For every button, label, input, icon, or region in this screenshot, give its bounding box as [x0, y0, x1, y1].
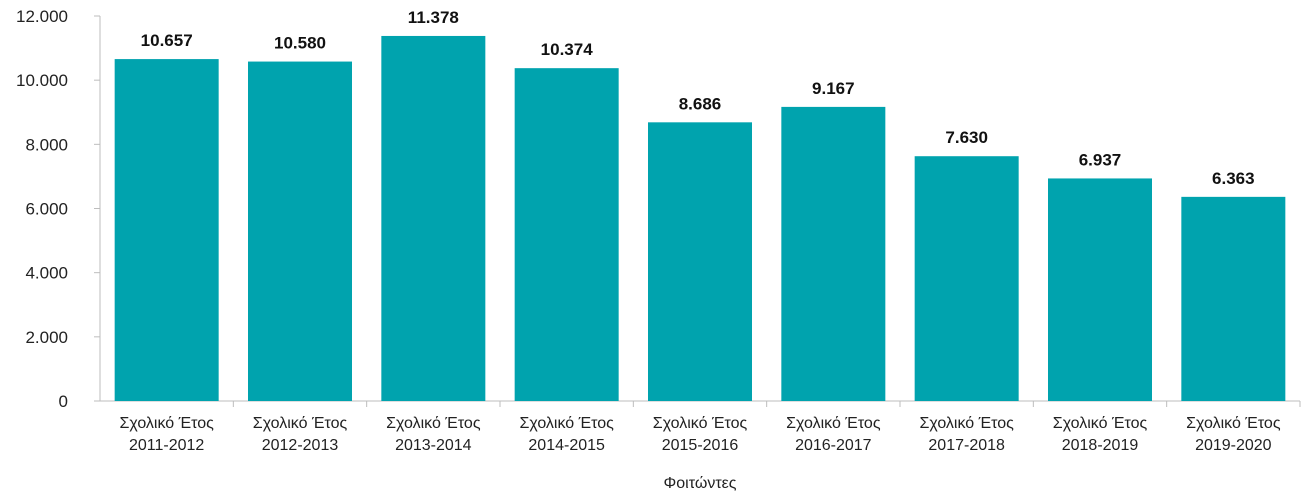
- x-category-label: Σχολικό Έτος: [653, 415, 748, 432]
- x-category-label: Σχολικό Έτος: [1186, 415, 1281, 432]
- x-category-label: Σχολικό Έτος: [519, 415, 614, 432]
- data-label: 10.580: [274, 34, 326, 53]
- x-category-label: 2014-2015: [528, 437, 605, 454]
- x-category-label: Σχολικό Έτος: [919, 415, 1014, 432]
- x-category-label: Σχολικό Έτος: [119, 415, 214, 432]
- y-tick-label: 2.000: [25, 328, 68, 347]
- bar: [648, 122, 752, 402]
- x-category-label: 2017-2018: [928, 437, 1005, 454]
- x-category-label: Σχολικό Έτος: [1053, 415, 1148, 432]
- bars: [114, 35, 1286, 402]
- x-axis-title: Φοιτώντες: [664, 475, 737, 492]
- y-axis-ticks: 0 2.000 4.000 6.000 8.000 10.000 12.000: [16, 7, 100, 411]
- x-category-label: 2011-2012: [129, 437, 204, 454]
- data-labels: 10.657 10.580 11.378 10.374 8.686 9.167 7.630 6…: [141, 8, 1255, 188]
- bar: [381, 35, 486, 401]
- y-tick-label: 8.000: [25, 135, 68, 154]
- y-tick-label: 6.000: [25, 200, 68, 219]
- data-label: 7.630: [945, 128, 988, 147]
- x-category-label: 2013-2014: [395, 437, 472, 454]
- y-tick-label: 12.000: [16, 7, 68, 26]
- x-category-label: Σχολικό Έτος: [253, 415, 348, 432]
- bar: [781, 106, 886, 401]
- y-tick-label: 10.000: [16, 71, 68, 90]
- x-category-label: 2016-2017: [795, 437, 872, 454]
- x-category-label: 2019-2020: [1195, 437, 1272, 454]
- data-label: 10.374: [541, 40, 594, 59]
- bar: [248, 61, 352, 401]
- data-label: 11.378: [408, 8, 459, 27]
- x-category-label: 2018-2019: [1062, 437, 1139, 454]
- y-tick-label: 0: [59, 392, 68, 411]
- x-category-label: 2012-2013: [262, 437, 339, 454]
- x-category-label: Σχολικό Έτος: [386, 415, 481, 432]
- x-axis-categories: Σχολικό Έτος 2011-2012 Σχολικό Έτος 2012-20…: [119, 401, 1301, 454]
- data-label: 10.657: [141, 31, 193, 50]
- bar: [1181, 196, 1286, 401]
- bar: [514, 68, 619, 401]
- bar: [914, 156, 1019, 401]
- data-label: 6.937: [1079, 150, 1122, 169]
- x-category-label: Σχολικό Έτος: [786, 415, 881, 432]
- data-label: 9.167: [812, 79, 855, 98]
- data-label: 8.686: [679, 94, 722, 113]
- y-tick-label: 4.000: [25, 264, 68, 283]
- bar: [114, 59, 219, 401]
- bar: [1048, 178, 1152, 401]
- x-category-label: 2015-2016: [662, 437, 739, 454]
- data-label: 6.363: [1212, 169, 1255, 188]
